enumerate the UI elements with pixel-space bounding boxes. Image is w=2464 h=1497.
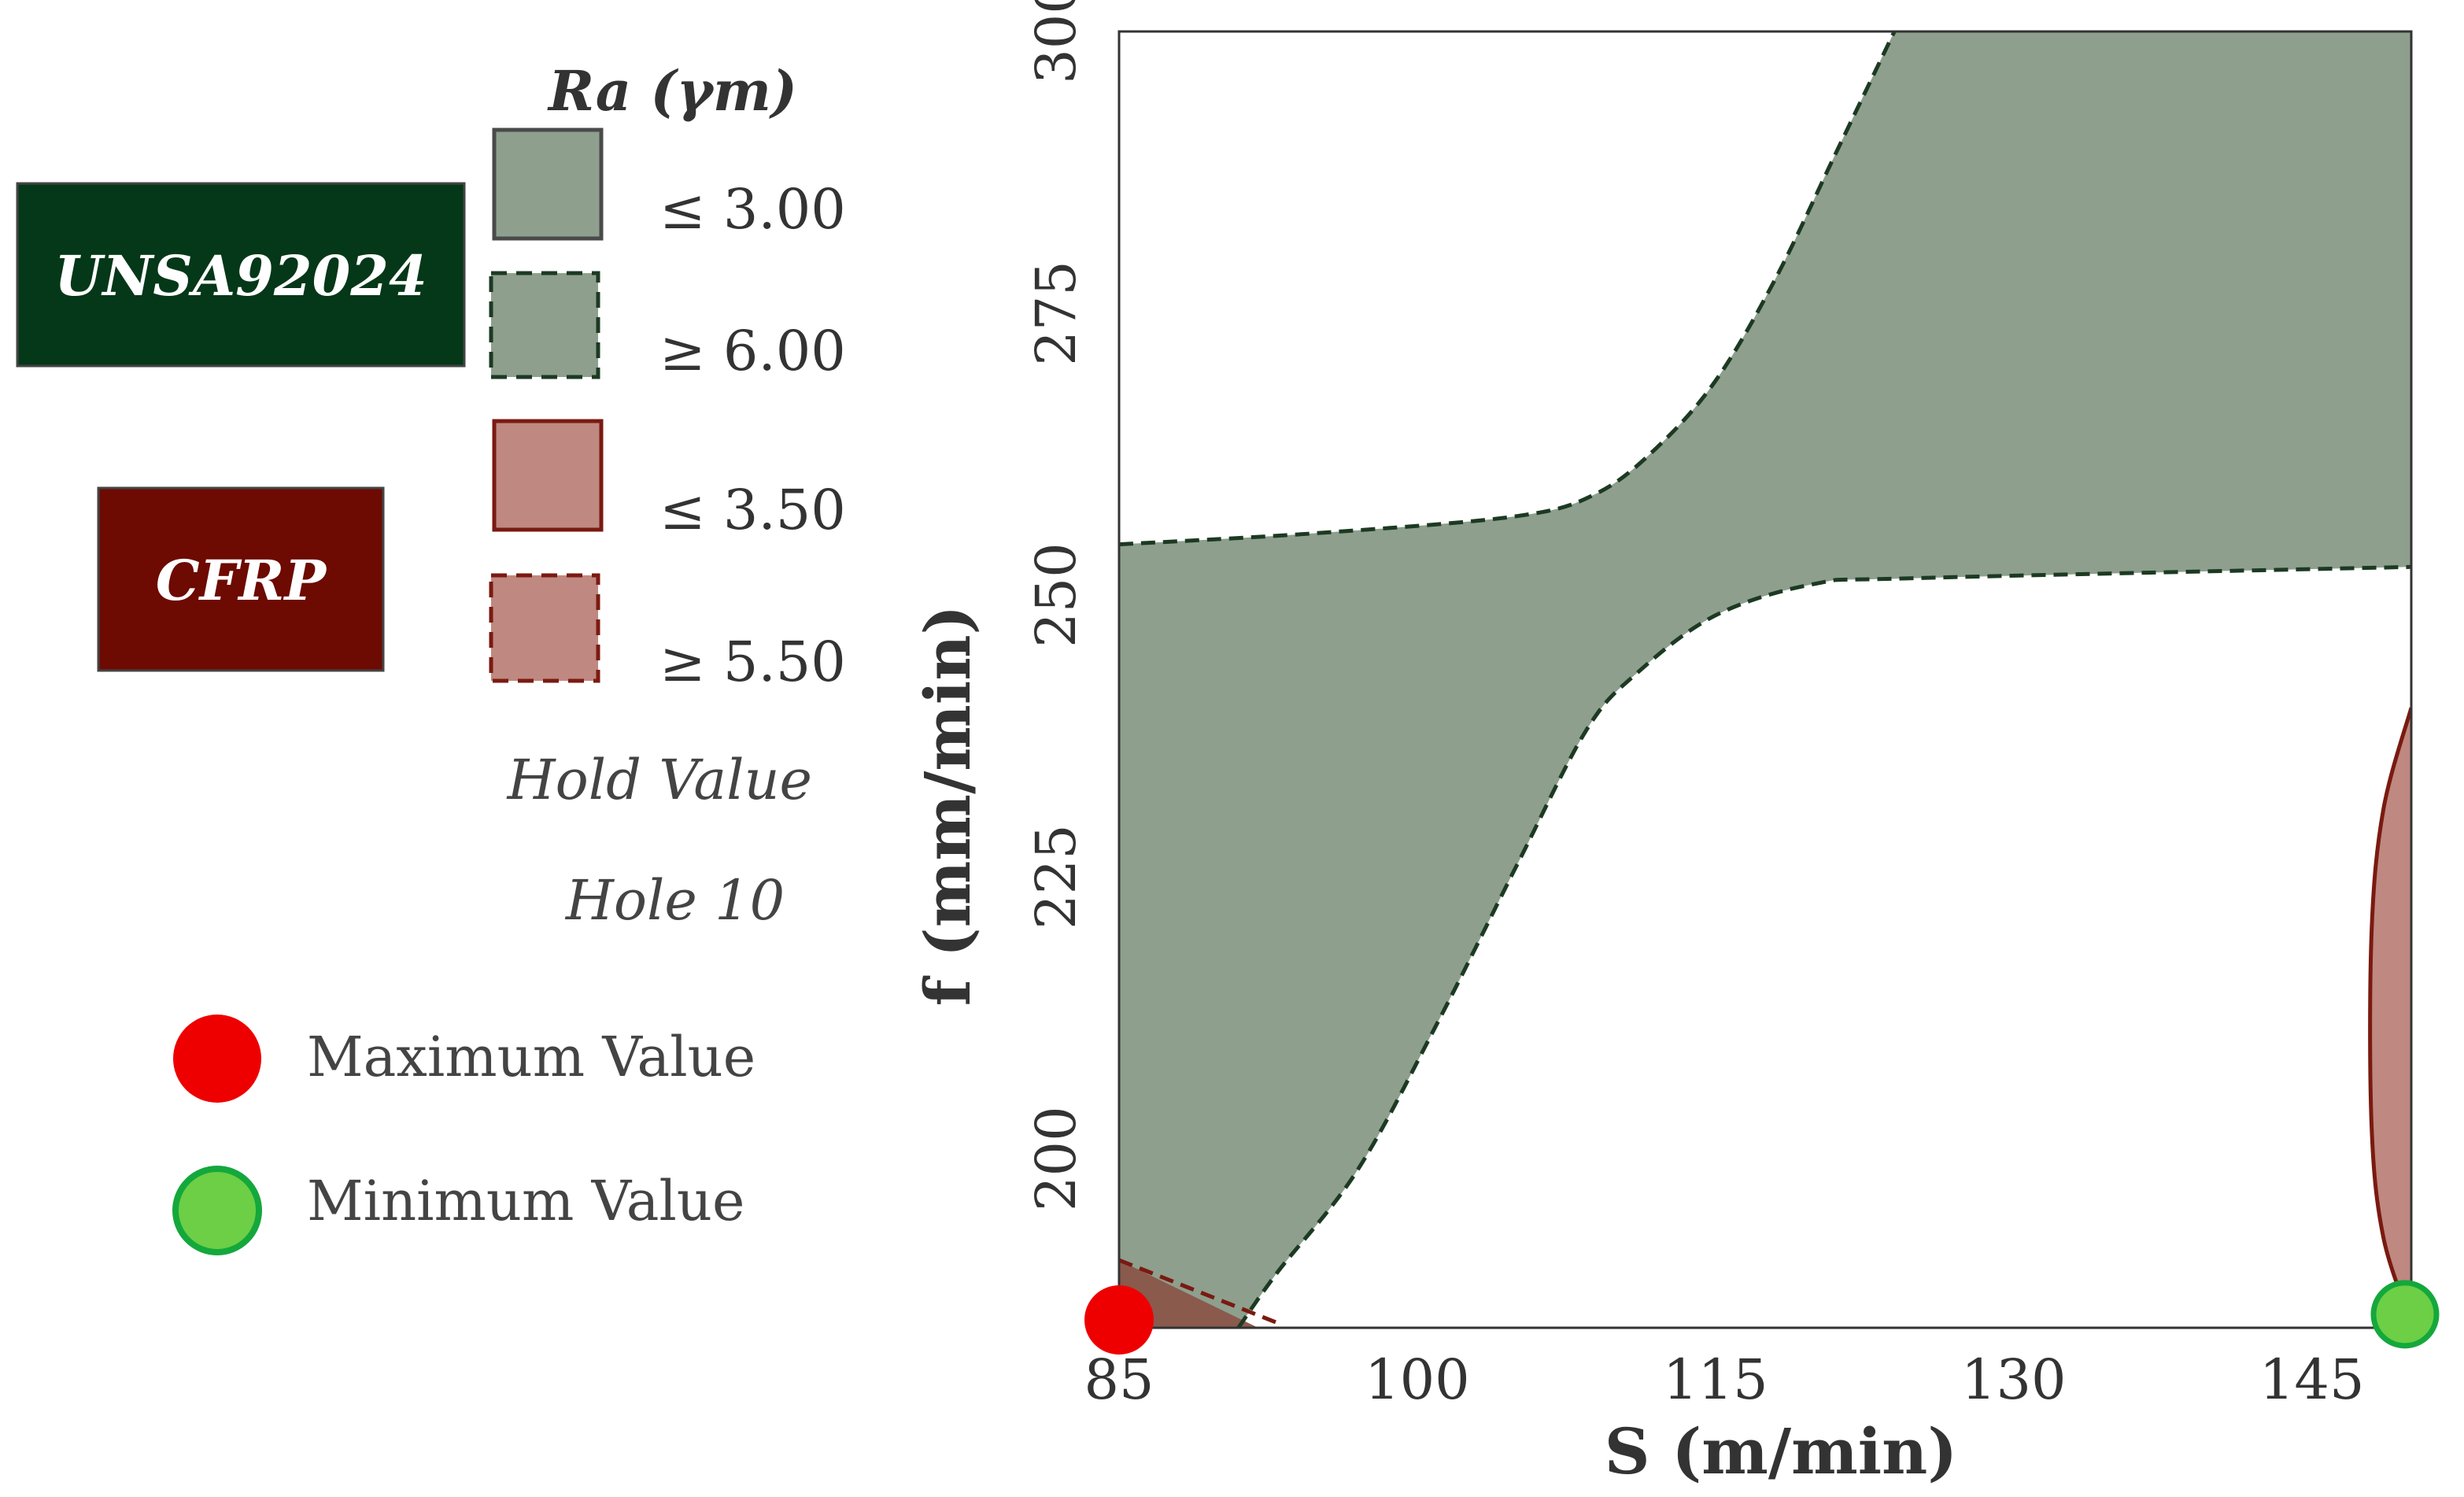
unsa-feasible-region	[1119, 31, 2411, 1328]
green-dot-icon	[172, 1166, 262, 1255]
x-tick-label: 115	[1663, 1347, 1768, 1412]
legend-label-cfrp-high: ≥ 5.50	[659, 630, 846, 694]
legend-min-label: Minimum Value	[307, 1169, 744, 1233]
cfrp-high-boundary	[1119, 1258, 1283, 1327]
legend-swatch-cfrp-high	[489, 573, 600, 683]
hold-label: Hold Value	[506, 748, 812, 812]
material-label-cfrp: CFRP	[156, 548, 328, 613]
x-tick-label: 100	[1365, 1347, 1470, 1412]
minimum-value-point	[2370, 1280, 2440, 1349]
x-tick-label: 85	[1084, 1347, 1154, 1412]
y-tick-label: 225	[1024, 824, 1088, 930]
cfrp-low-boundary	[2368, 707, 2411, 1323]
y-tick-label: 300	[1024, 0, 1088, 84]
material-box-unsa	[16, 182, 466, 368]
y-tick-label: 250	[1024, 542, 1088, 648]
y-tick-label: 275	[1024, 261, 1088, 366]
legend-swatch-cfrp-low	[492, 419, 604, 532]
y-axis-label: f (mm/min)	[911, 605, 984, 1007]
x-tick-label: 145	[2259, 1347, 2365, 1412]
legend-label-unsa-low: ≤ 3.00	[659, 177, 846, 242]
red-dot-icon	[173, 1015, 261, 1103]
hold-value: Hole 10	[564, 868, 785, 933]
legend-max-label: Maximum Value	[307, 1025, 755, 1089]
legend-label-unsa-high: ≥ 6.00	[659, 319, 846, 383]
legend-swatch-unsa-low	[492, 128, 604, 241]
y-tick-label: 200	[1024, 1106, 1088, 1211]
maximum-value-point	[1084, 1285, 1154, 1355]
legend-title: Ra (γm)	[547, 58, 797, 124]
cfrp-high-region	[1119, 1260, 1258, 1328]
legend-swatch-unsa-high	[489, 271, 600, 379]
x-axis-label: S (m/min)	[1605, 1414, 1957, 1488]
cfrp-low-region	[2370, 708, 2411, 1322]
x-tick-label: 130	[1961, 1347, 2067, 1412]
material-label-unsa: UNSA92024	[54, 243, 427, 309]
unsa-upper-boundary	[1119, 31, 1897, 547]
legend: Ra (γm) UNSA92024 CFRP ≤ 3.00 ≥ 6.00 ≤ 3…	[16, 58, 846, 1255]
plot-frame	[1117, 30, 2413, 1329]
legend-label-cfrp-low: ≤ 3.50	[659, 478, 846, 542]
material-box-cfrp	[97, 486, 385, 672]
